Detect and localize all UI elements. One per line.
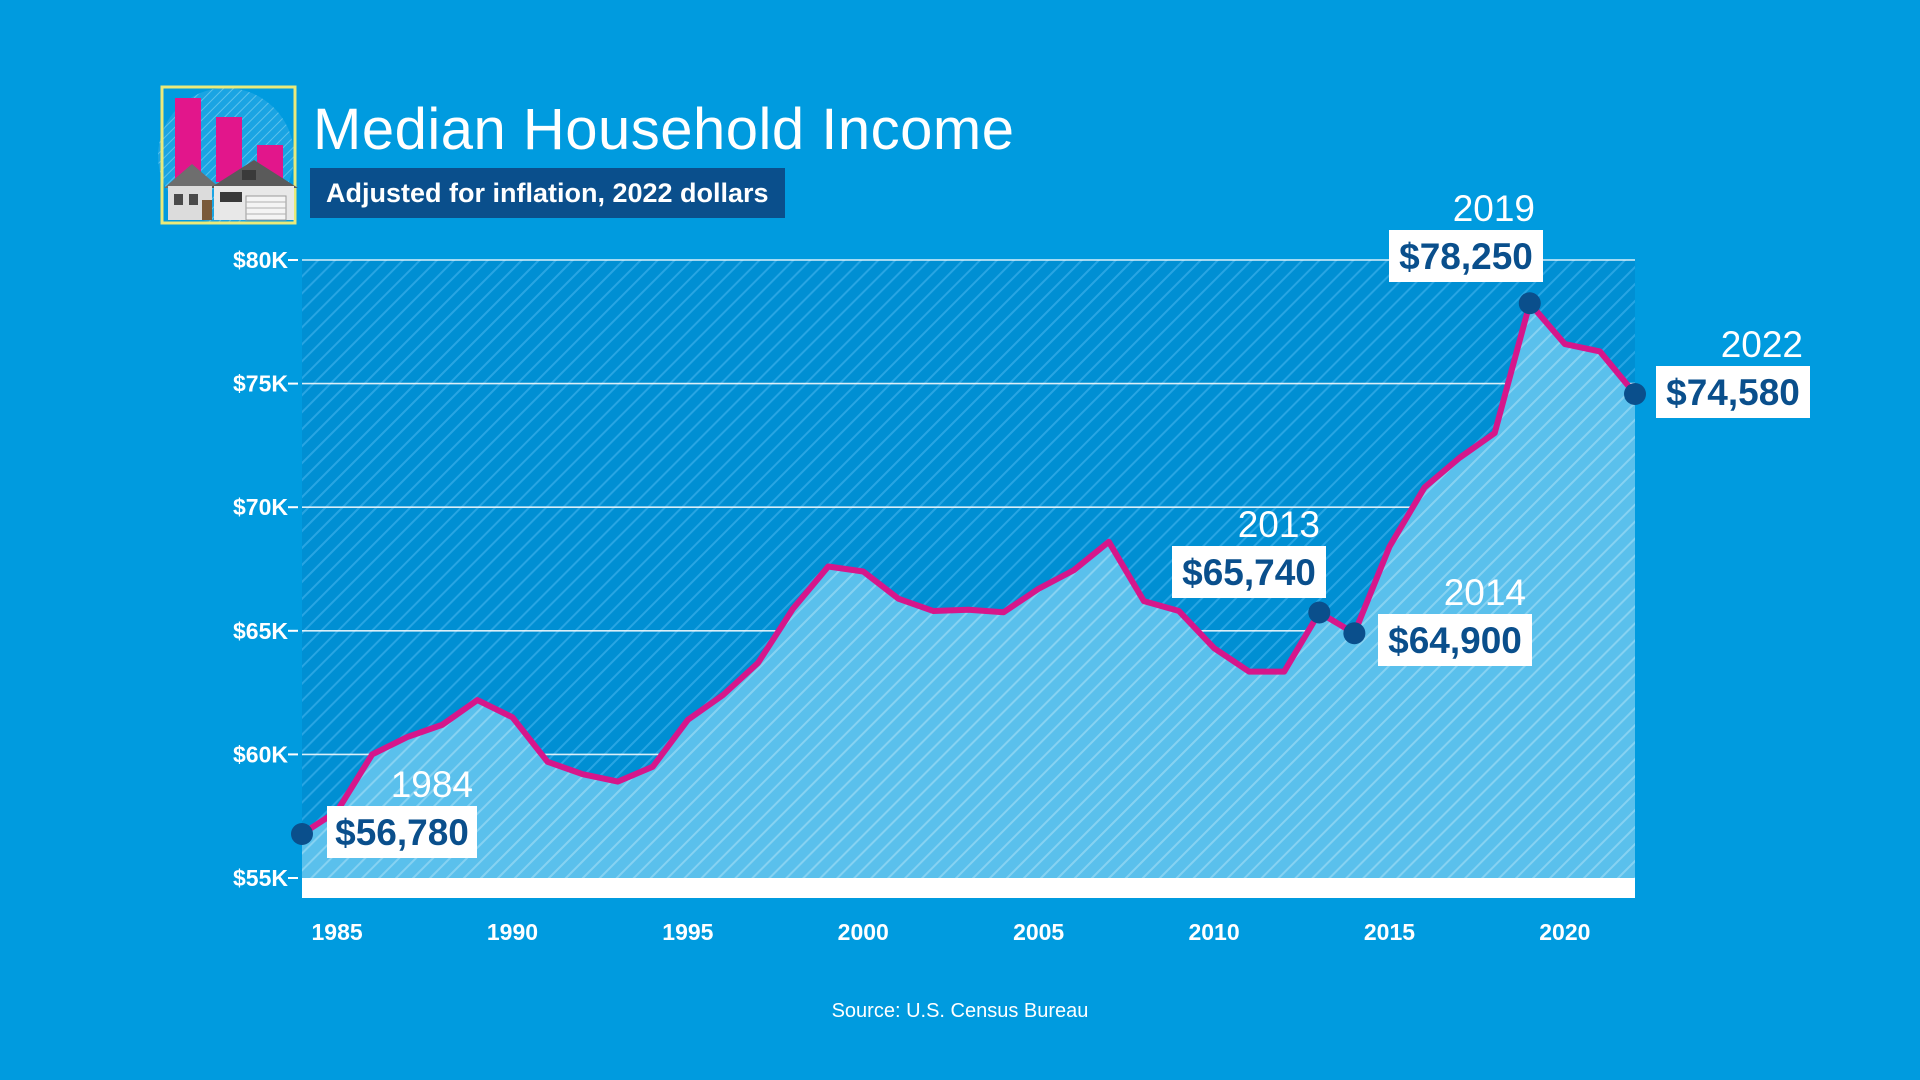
x-tick-label: 2015 [1364,919,1415,945]
series-area [302,303,1635,878]
year-label: 2014 [1444,572,1526,613]
plot-baseline-band [302,878,1635,898]
y-tick-label: $80K [233,247,288,273]
x-tick-label: 2005 [1013,919,1064,945]
data-marker [1343,622,1366,645]
x-tick-label: 1985 [311,919,362,945]
value-label: $56,780 [335,812,469,853]
data-marker [1624,382,1646,405]
value-label-box [1389,230,1543,282]
y-tick-label: $60K [233,741,288,767]
chart-subtitle: Adjusted for inflation, 2022 dollars [310,168,785,218]
value-label: $64,900 [1388,620,1522,661]
value-label-box [327,806,477,858]
data-marker [291,822,313,845]
value-label-box [1378,614,1532,666]
x-tick-label: 2000 [838,919,889,945]
y-tick-label: $70K [233,494,288,520]
data-marker [1518,292,1541,315]
x-tick-label: 2010 [1188,919,1239,945]
value-label: $78,250 [1399,236,1533,277]
x-tick-label: 1990 [487,919,538,945]
value-label-box [1172,546,1326,598]
x-tick-label: 2020 [1539,919,1590,945]
y-tick-label: $65K [233,618,288,644]
x-tick-label: 1995 [662,919,713,945]
year-label: 1984 [391,764,473,805]
year-label: 2019 [1453,188,1535,229]
year-label: 2013 [1238,504,1320,545]
chart-title: Median Household Income [313,97,1015,162]
value-label-box [1656,366,1810,418]
series-line [299,300,1638,837]
chart-source: Source: U.S. Census Bureau [831,1000,1089,1022]
data-marker [1308,601,1331,624]
value-label: $74,580 [1666,372,1800,413]
y-tick-label: $55K [233,865,288,891]
year-label: 2022 [1721,324,1803,365]
house-with-bar-chart-icon [158,85,298,225]
value-label: $65,740 [1182,552,1316,593]
y-tick-label: $75K [233,371,288,397]
